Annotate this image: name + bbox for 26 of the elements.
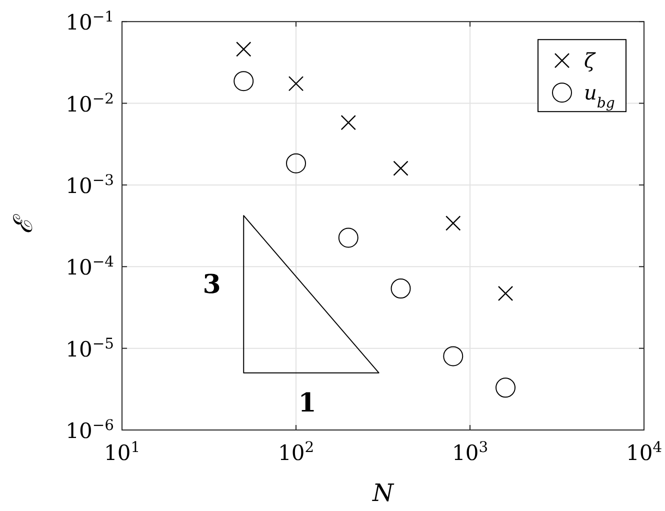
x-tick-label: 10$^{4}$	[626, 438, 662, 465]
y-tick-label: 10$^{−2}$	[66, 90, 114, 116]
point	[443, 346, 464, 366]
point	[393, 160, 408, 176]
point	[234, 71, 254, 92]
y-axis-title: ℰ	[9, 214, 39, 234]
annotation: 1	[298, 388, 316, 419]
point	[286, 153, 306, 174]
point	[446, 216, 461, 231]
y-tick-label: 10$^{−5}$	[66, 334, 114, 362]
point	[390, 278, 411, 298]
x-axis-title: N	[372, 479, 394, 507]
x-tick-label: 10$^{3}$	[452, 438, 488, 465]
y-tick-label: 10$^{−4}$	[66, 253, 114, 280]
y-tick-label: 10$^{−3}$	[66, 171, 114, 198]
point	[340, 115, 356, 130]
x-tick-label: 10$^{2}$	[278, 438, 314, 465]
y-tick-label: 10$^{−1}$	[66, 8, 114, 35]
point	[496, 378, 516, 398]
point	[498, 286, 514, 302]
legend-label: ζ	[584, 48, 596, 73]
legend-label: u$_{bg}$	[584, 80, 615, 112]
point	[288, 76, 304, 92]
annotation: 3	[202, 270, 221, 300]
point	[236, 42, 252, 57]
point	[338, 228, 358, 248]
